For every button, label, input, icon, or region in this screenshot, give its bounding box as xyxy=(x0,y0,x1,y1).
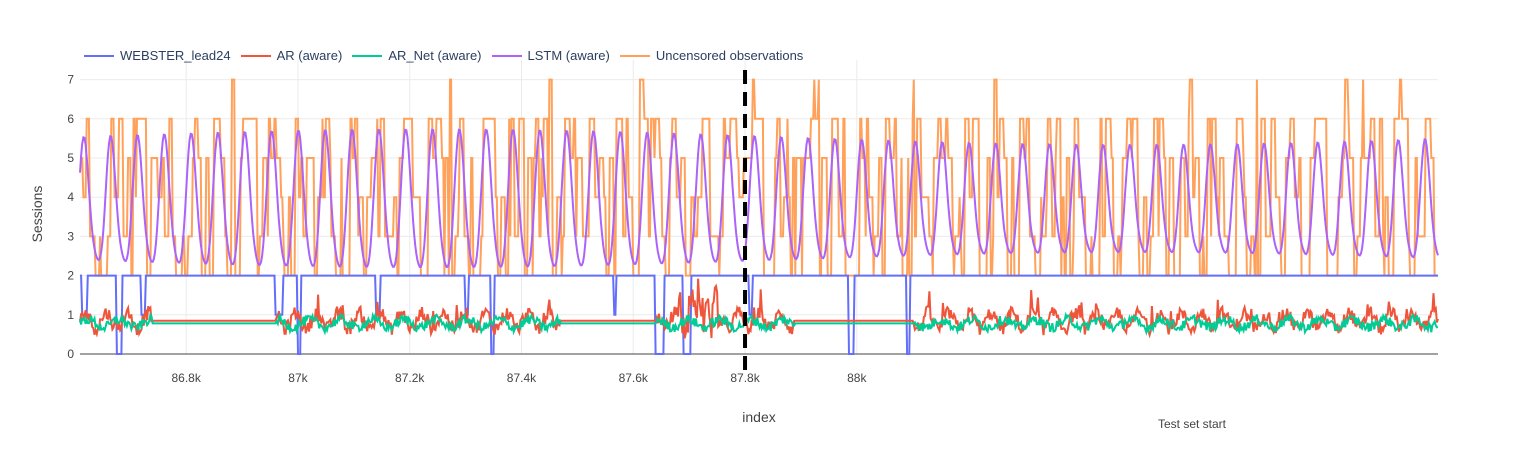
series-lstm-aware xyxy=(79,128,1439,268)
y-tick-label: 0 xyxy=(67,347,74,361)
annotation-test-set-start: Test set start xyxy=(1158,417,1227,431)
legend-swatch xyxy=(491,54,522,57)
x-tick-label: 87.4k xyxy=(507,371,537,385)
y-tick-label: 7 xyxy=(67,73,74,87)
y-tick-label: 2 xyxy=(67,269,74,283)
x-tick-label: 86.8k xyxy=(172,371,202,385)
y-tick-label: 4 xyxy=(67,190,74,204)
plot-area xyxy=(79,70,1439,372)
legend-label: LSTM (aware) xyxy=(527,48,610,63)
x-tick-label: 88k xyxy=(847,371,867,385)
y-tick-label: 5 xyxy=(67,151,74,165)
legend-label: AR_Net (aware) xyxy=(388,48,482,63)
series-ar-net-aware xyxy=(79,311,1439,337)
y-tick-label: 3 xyxy=(67,229,74,243)
legend-item[interactable]: LSTM (aware) xyxy=(491,48,610,63)
x-tick-label: 87.2k xyxy=(395,371,425,385)
legend-swatch xyxy=(619,54,650,57)
y-axis-title: Sessions xyxy=(29,186,45,243)
legend-swatch xyxy=(240,54,271,57)
legend-item[interactable]: WEBSTER_lead24 xyxy=(84,48,231,63)
axis-ticks: 0 1 2 3 4 5 6 7 86.8k 87k 87.2k 87.4k 87.6k 87.8k 88k xyxy=(67,73,867,385)
legend-item[interactable]: Uncensored observations xyxy=(619,48,804,63)
legend-swatch xyxy=(352,54,383,57)
series-webster-lead24 xyxy=(80,274,1438,355)
series-ar-aware xyxy=(79,278,1439,339)
legend-label: Uncensored observations xyxy=(655,48,804,63)
legend-item[interactable]: AR_Net (aware) xyxy=(352,48,482,63)
legend-label: AR (aware) xyxy=(276,48,343,63)
y-tick-label: 6 xyxy=(67,112,74,126)
x-tick-label: 87.8k xyxy=(730,371,760,385)
series-uncensored-observations xyxy=(80,78,1438,277)
x-tick-label: 87.6k xyxy=(619,371,649,385)
legend-item[interactable]: AR (aware) xyxy=(240,48,343,63)
legend-label: WEBSTER_lead24 xyxy=(120,48,231,63)
legend-swatch xyxy=(84,54,114,57)
x-axis-title: index xyxy=(742,409,775,425)
x-tick-label: 87k xyxy=(288,371,308,385)
legend: WEBSTER_lead24 AR (aware) AR_Net (aware) LS… xyxy=(84,48,813,63)
y-tick-label: 1 xyxy=(67,308,74,322)
